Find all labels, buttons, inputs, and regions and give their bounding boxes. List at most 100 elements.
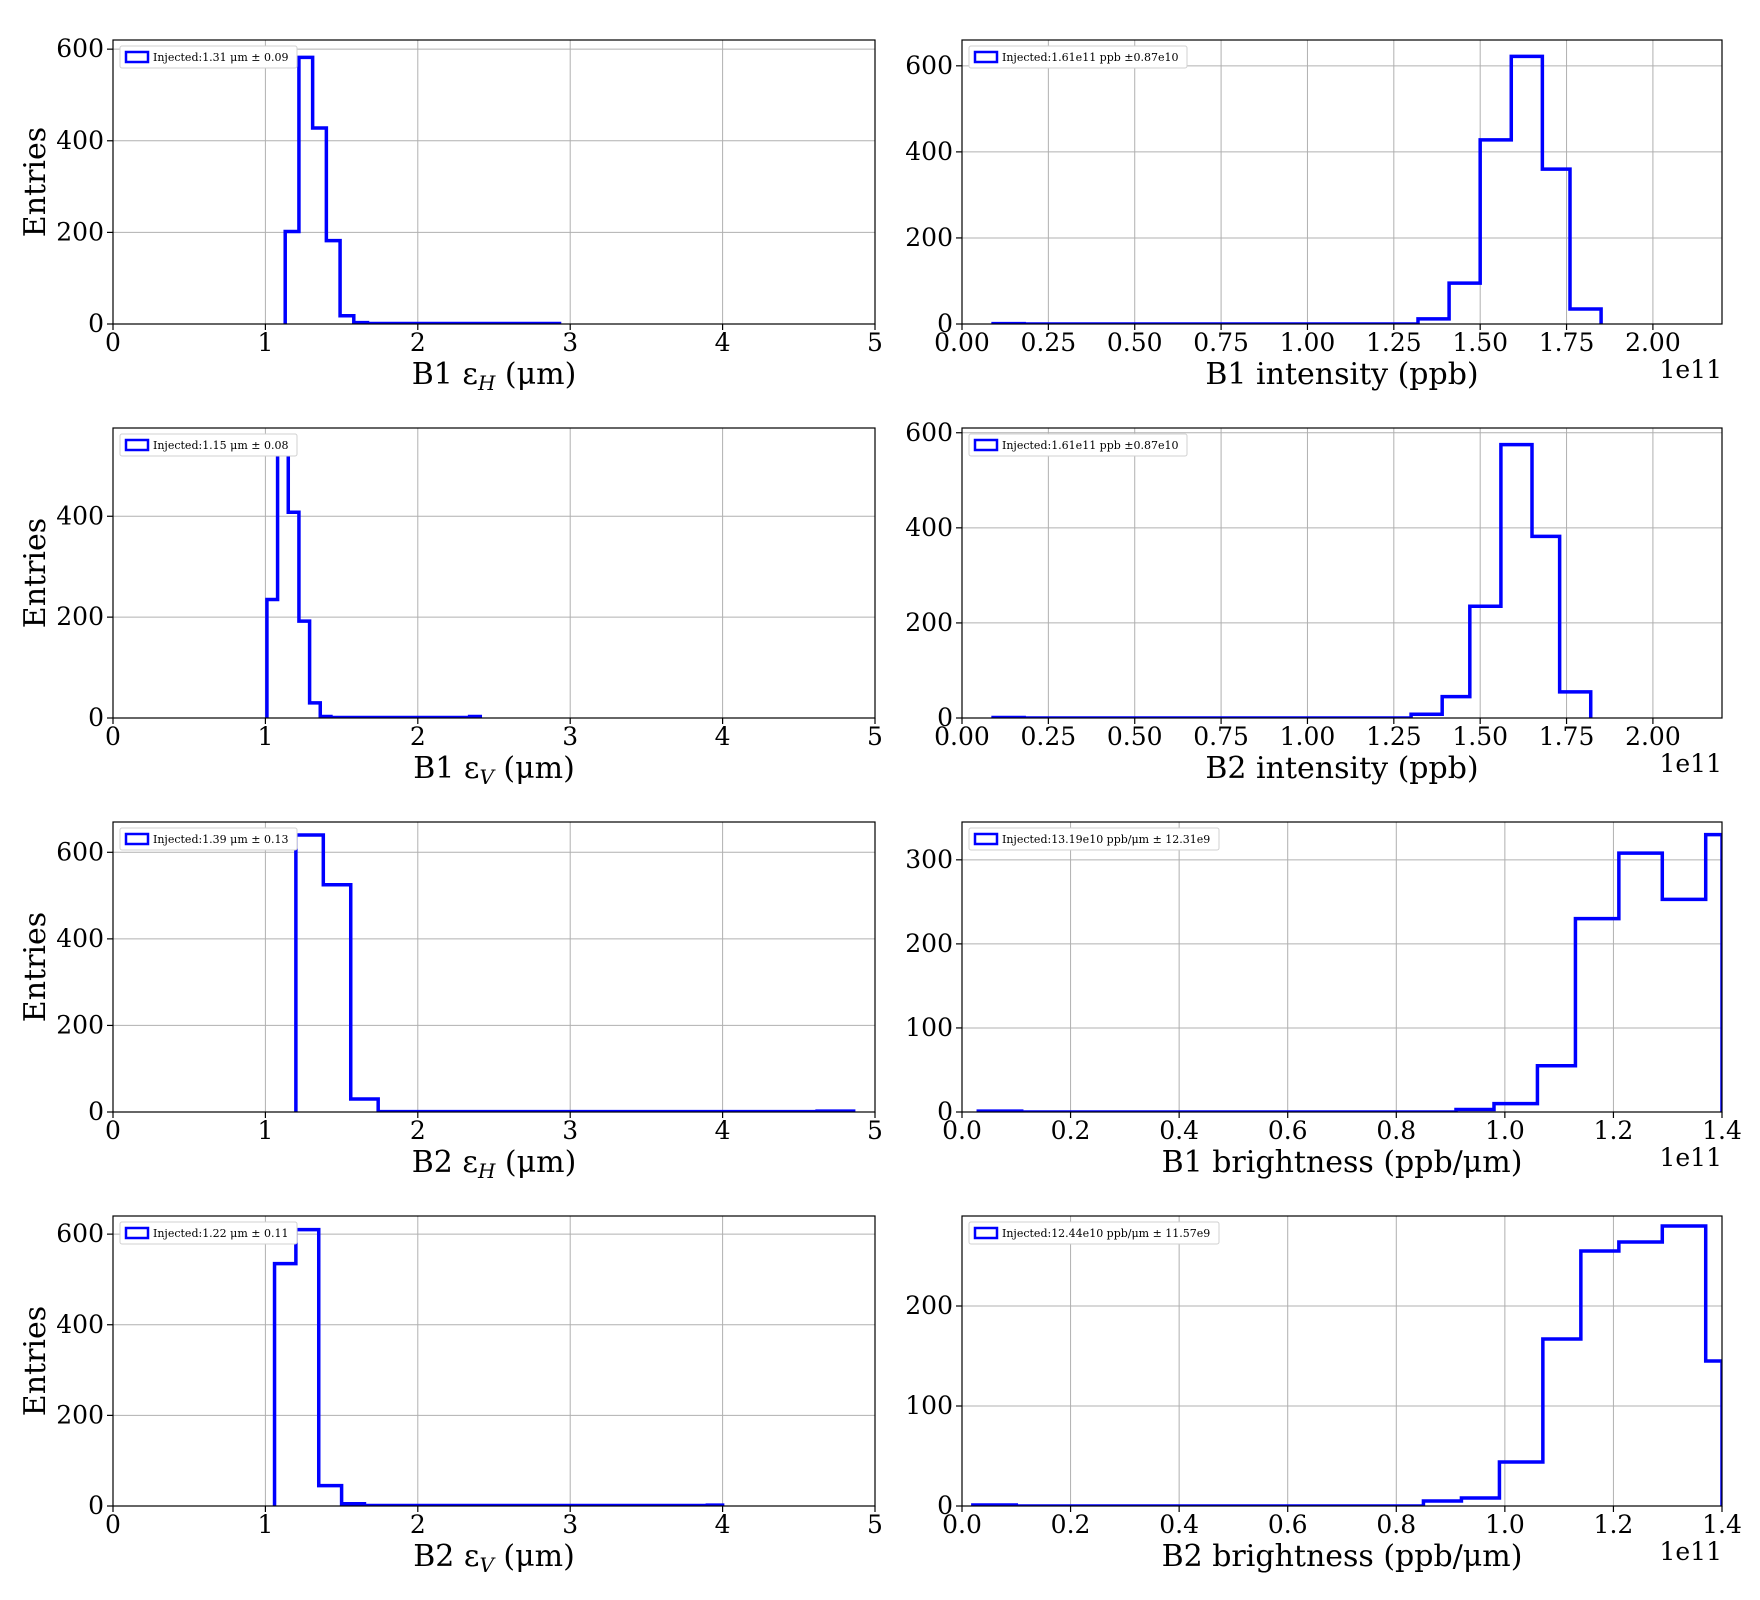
x-tick-label: 0.4 bbox=[1159, 1510, 1199, 1539]
legend-swatch bbox=[973, 1226, 999, 1240]
legend: Injected:1.15 μm ± 0.08 bbox=[119, 433, 298, 457]
legend-swatch bbox=[124, 50, 150, 64]
histogram-series bbox=[272, 1227, 725, 1506]
x-tick-label: 0.8 bbox=[1376, 1116, 1416, 1145]
y-tick-label: 200 bbox=[905, 929, 953, 958]
x-tick-label: 4 bbox=[715, 722, 731, 751]
y-tick-label: 400 bbox=[905, 137, 953, 166]
y-tick-label: 200 bbox=[56, 1010, 104, 1039]
x-tick-label: 0.50 bbox=[1107, 328, 1163, 357]
x-axis-label: B2 intensity (ppb) bbox=[1205, 751, 1478, 786]
y-tick-label: 600 bbox=[56, 1219, 104, 1248]
y-tick-label: 200 bbox=[905, 1291, 953, 1320]
y-tick-label: 400 bbox=[56, 1310, 104, 1339]
legend-swatch bbox=[124, 1226, 150, 1240]
histogram-panel-8: 0.0 0.2 0.4 0.6 0.8 1.0 1.2 1.4 0 100 200 B2 bright… bbox=[905, 1215, 1742, 1574]
legend-swatch bbox=[124, 832, 150, 846]
x-tick-label: 5 bbox=[867, 722, 883, 751]
x-axis-label-unit: (μm) bbox=[495, 1145, 576, 1180]
x-tick-label: 0.6 bbox=[1268, 1510, 1308, 1539]
x-tick-label: 1 bbox=[257, 1510, 273, 1539]
y-tick-label: 600 bbox=[905, 418, 953, 447]
legend: Injected:1.61e11 ppb ±0.87e10 bbox=[968, 45, 1188, 69]
legend-frame bbox=[968, 45, 1188, 69]
y-tick-label: 0 bbox=[937, 703, 953, 732]
y-tick-label: 400 bbox=[56, 924, 104, 953]
x-tick-label: 1.2 bbox=[1594, 1510, 1634, 1539]
x-tick-label: 0 bbox=[105, 1510, 121, 1539]
histogram-series bbox=[991, 442, 1593, 718]
plot-frame bbox=[112, 427, 876, 719]
x-tick-label: 2.00 bbox=[1625, 722, 1681, 751]
legend: Injected:1.31 μm ± 0.09 bbox=[119, 45, 298, 69]
plot-frame bbox=[961, 1215, 1723, 1507]
x-axis-label: B1 εV (μm) bbox=[413, 751, 575, 789]
x-tick-label: 1.4 bbox=[1702, 1510, 1742, 1539]
legend-entry-text: Injected:1.39 μm ± 0.13 bbox=[153, 833, 288, 846]
legend-frame bbox=[968, 433, 1188, 457]
x-tick-label: 0 bbox=[105, 328, 121, 357]
x-axis-label: B1 brightness (ppb/μm) bbox=[1162, 1145, 1523, 1180]
x-tick-label: 0.0 bbox=[942, 1116, 982, 1145]
x-tick-label: 2 bbox=[410, 722, 426, 751]
histogram-panel-1: 0 1 2 3 4 5 0 200 400 600 B1 εH (μm) Entries Injecte… bbox=[18, 34, 883, 395]
legend: Injected:12.44e10 ppb/μm ± 11.57e9 bbox=[968, 1221, 1220, 1245]
legend-entry-text: Injected:1.31 μm ± 0.09 bbox=[153, 51, 288, 64]
x-tick-label: 5 bbox=[867, 328, 883, 357]
x-tick-label: 0.0 bbox=[942, 1510, 982, 1539]
x-tick-label: 0.00 bbox=[934, 722, 990, 751]
legend: Injected:13.19e10 ppb/μm ± 12.31e9 bbox=[968, 827, 1220, 851]
x-tick-label: 2 bbox=[410, 328, 426, 357]
y-tick-label: 0 bbox=[88, 703, 104, 732]
x-tick-label: 2 bbox=[410, 1510, 426, 1539]
x-tick-label: 4 bbox=[715, 328, 731, 357]
x-axis-label: B2 εV (μm) bbox=[413, 1539, 575, 1577]
x-tick-label: 1.50 bbox=[1452, 722, 1508, 751]
y-tick-label: 100 bbox=[905, 1391, 953, 1420]
y-tick-label: 0 bbox=[937, 309, 953, 338]
legend-entry-text: Injected:1.61e11 ppb ±0.87e10 bbox=[1002, 439, 1179, 452]
plot-frame bbox=[961, 821, 1723, 1113]
x-offset-label: 1e11 bbox=[1659, 355, 1722, 384]
x-tick-label: 0.4 bbox=[1159, 1116, 1199, 1145]
x-offset-label: 1e11 bbox=[1659, 1143, 1722, 1172]
x-tick-label: 5 bbox=[867, 1510, 883, 1539]
x-tick-label: 1.25 bbox=[1366, 328, 1422, 357]
legend: Injected:1.39 μm ± 0.13 bbox=[119, 827, 298, 851]
legend-frame bbox=[119, 45, 298, 69]
legend-entry-text: Injected:13.19e10 ppb/μm ± 12.31e9 bbox=[1002, 833, 1210, 846]
y-axis-label: Entries bbox=[18, 127, 53, 237]
x-axis-label-subscript: H bbox=[477, 1159, 496, 1183]
histogram-series bbox=[991, 54, 1603, 324]
plot-frame bbox=[112, 39, 876, 325]
y-tick-label: 300 bbox=[905, 845, 953, 874]
x-tick-label: 1.75 bbox=[1539, 722, 1595, 751]
x-tick-label: 1 bbox=[257, 328, 273, 357]
histogram-panel-4: 0.00 0.25 0.50 0.75 1.00 1.25 1.50 1.75 2.00 0 200… bbox=[905, 418, 1723, 786]
x-tick-label: 1.00 bbox=[1280, 328, 1336, 357]
legend-swatch bbox=[124, 438, 150, 452]
y-tick-label: 400 bbox=[56, 126, 104, 155]
x-axis-label: B1 intensity (ppb) bbox=[1205, 357, 1478, 392]
x-offset-label: 1e11 bbox=[1659, 1537, 1722, 1566]
legend-entry-text: Injected:1.61e11 ppb ±0.87e10 bbox=[1002, 51, 1179, 64]
x-axis-label-subscript: V bbox=[479, 1553, 496, 1577]
x-tick-label: 1.2 bbox=[1594, 1116, 1634, 1145]
x-tick-label: 0.50 bbox=[1107, 722, 1163, 751]
x-tick-label: 0.8 bbox=[1376, 1510, 1416, 1539]
histogram-panel-2: 0.00 0.25 0.50 0.75 1.00 1.25 1.50 1.75 2.00 0 200… bbox=[905, 39, 1723, 392]
legend: Injected:1.61e11 ppb ±0.87e10 bbox=[968, 433, 1188, 457]
legend-swatch bbox=[973, 832, 999, 846]
x-tick-label: 3 bbox=[562, 328, 578, 357]
x-axis-label-subscript: H bbox=[477, 371, 496, 395]
y-tick-label: 600 bbox=[56, 34, 104, 63]
legend-swatch bbox=[973, 438, 999, 452]
y-axis-label: Entries bbox=[18, 1306, 53, 1416]
x-tick-label: 2 bbox=[410, 1116, 426, 1145]
y-tick-label: 0 bbox=[88, 309, 104, 338]
x-tick-label: 1.4 bbox=[1702, 1116, 1742, 1145]
legend-frame bbox=[119, 433, 298, 457]
legend-frame bbox=[968, 827, 1220, 851]
y-axis-label: Entries bbox=[18, 912, 53, 1022]
